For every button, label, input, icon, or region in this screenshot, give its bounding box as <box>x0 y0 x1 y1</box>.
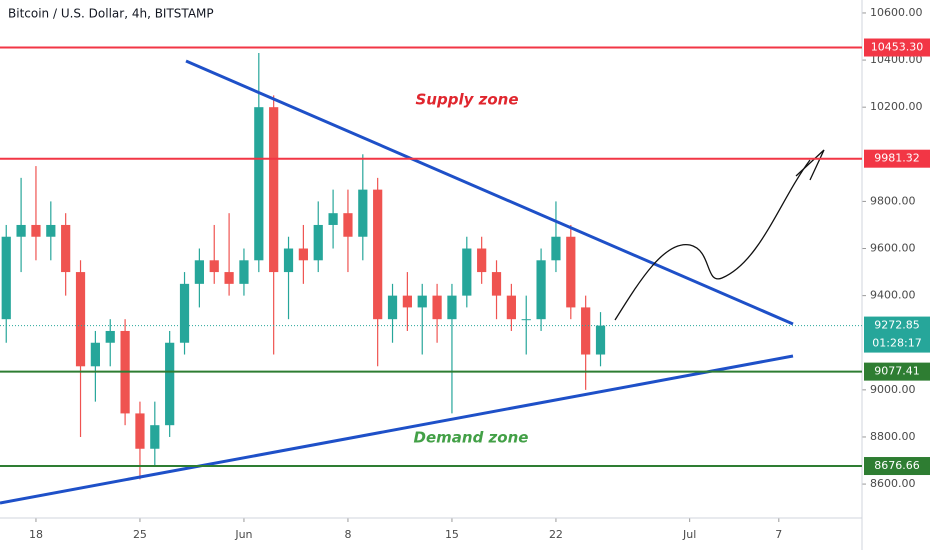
candle-body <box>313 224 323 261</box>
current-price-box <box>864 316 930 353</box>
candle-body <box>90 342 100 367</box>
y-tick-label: 9600.00 <box>870 242 916 255</box>
candle-body <box>521 319 531 321</box>
x-tick-label: 18 <box>29 528 43 541</box>
candle-body <box>491 272 502 296</box>
candle-body <box>506 295 516 320</box>
candle-body <box>209 260 219 273</box>
candle-body <box>224 272 234 284</box>
trend-line <box>185 59 794 326</box>
level-label: 10453.30 <box>871 41 924 54</box>
candle-body <box>105 330 115 343</box>
level-label: 8676.66 <box>874 459 920 472</box>
x-tick-label: Jul <box>682 528 696 541</box>
x-tick-label: 8 <box>344 528 351 541</box>
candle-body <box>328 213 338 225</box>
y-tick-label: 8800.00 <box>870 430 916 443</box>
candle-body <box>179 283 190 343</box>
candle-body <box>150 425 160 449</box>
arrow-head <box>795 149 825 181</box>
zone-annotation: Demand zone <box>414 429 529 447</box>
zone-annotation: Supply zone <box>416 91 519 109</box>
candle-body <box>194 260 204 284</box>
candle-body <box>135 413 145 449</box>
candle-body <box>387 295 398 320</box>
candle-body <box>16 224 26 237</box>
candle-body <box>536 260 546 320</box>
candle-body <box>581 307 591 355</box>
candle-body <box>358 189 368 237</box>
candle-body <box>417 295 427 308</box>
x-tick-label: 15 <box>445 528 459 541</box>
candle-body <box>432 295 442 320</box>
x-tick-label: 22 <box>549 528 563 541</box>
level-label-box <box>864 38 930 57</box>
projection-arrow <box>614 159 811 321</box>
candle-body <box>298 248 308 261</box>
countdown-label: 01:28:17 <box>872 337 921 350</box>
y-tick-label: 8600.00 <box>870 477 916 490</box>
candle-body <box>595 325 606 355</box>
candle-body <box>61 224 71 273</box>
level-label-box <box>864 362 930 381</box>
x-tick-label: 25 <box>133 528 147 541</box>
level-label-box <box>864 457 930 476</box>
y-tick-label: 9000.00 <box>870 383 916 396</box>
candle-body <box>1 236 11 320</box>
candle-body <box>75 272 86 367</box>
candle-body <box>462 248 472 296</box>
candle-body <box>447 295 457 320</box>
candle-body <box>402 295 412 308</box>
candle-body <box>551 236 561 261</box>
candle-body <box>283 248 294 273</box>
candle-body <box>254 107 264 261</box>
candle-body <box>165 342 175 426</box>
level-label: 9077.41 <box>874 365 920 378</box>
current-price-label: 9272.85 <box>874 319 920 332</box>
candle-body <box>31 224 41 237</box>
candle-body <box>46 224 56 237</box>
plot-area <box>1 12 866 522</box>
candle-body <box>477 248 487 273</box>
candle-body <box>239 260 249 284</box>
y-tick-label: 9400.00 <box>870 289 916 302</box>
x-tick-label: Jun <box>234 528 252 541</box>
candle-body <box>343 213 353 237</box>
chart-title: Bitcoin / U.S. Dollar, 4h, BITSTAMP <box>8 7 214 21</box>
candle-body <box>269 107 279 273</box>
level-label-box <box>864 149 930 168</box>
candle-body <box>566 236 576 308</box>
x-tick-label: 7 <box>775 528 782 541</box>
trend-line <box>0 354 794 505</box>
candle-body <box>373 189 383 320</box>
y-tick-label: 9800.00 <box>870 194 916 207</box>
y-tick-label: 10200.00 <box>870 100 923 113</box>
level-label: 9981.32 <box>874 152 920 165</box>
y-tick-label: 10600.00 <box>870 6 923 19</box>
